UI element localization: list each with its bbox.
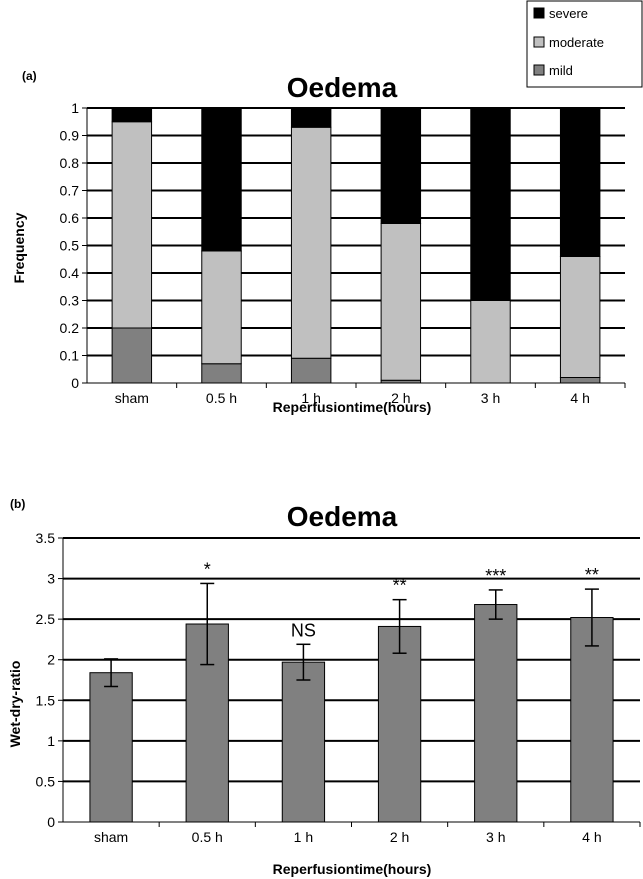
significance-label: ** (585, 565, 599, 585)
bar-severe (380, 107, 422, 224)
panel-a-y-tick-label: 1 (71, 100, 79, 116)
significance-label: ** (393, 576, 407, 596)
panel-b-x-tick-label: sham (94, 829, 128, 845)
panel-a-y-tick-label: 0.1 (60, 348, 80, 364)
panel-b-y-tick-label: 0 (47, 814, 55, 830)
legend-label-mild: mild (549, 63, 573, 78)
legend-label-severe: severe (549, 6, 588, 21)
legend-box (526, 0, 643, 88)
panel-b-y-tick-label: 1 (47, 733, 55, 749)
panel-a-x-tick-label: 3 h (481, 390, 500, 406)
legend-swatch-severe (533, 7, 545, 19)
panel-b-plot-area (63, 538, 640, 822)
panel-b-x-tick-label: 2 h (390, 829, 409, 845)
panel-b-y-tick-label: 3 (47, 571, 55, 587)
bar-severe (470, 107, 511, 301)
panel-a-y-tick-label: 0.8 (60, 155, 80, 171)
panel-a-y-tick-label: 0 (71, 375, 79, 391)
panel-b-label: (b) (10, 497, 25, 511)
panel-a-y-axis-title: Frequency (11, 212, 27, 283)
panel-a-y-tick-label: 0.5 (60, 238, 80, 254)
significance-label: NS (291, 620, 316, 640)
panel-a-x-tick-label: 0.5 h (206, 390, 237, 406)
significance-label: * (204, 559, 211, 579)
bar-severe (111, 107, 153, 123)
bar-value (281, 661, 326, 823)
panel-b-title: Oedema (287, 501, 398, 532)
bar-value (474, 604, 518, 823)
bar-moderate (380, 223, 422, 381)
panel-a-y-tick-label: 0.2 (60, 320, 80, 336)
panel-a-x-tick-label: 1 h (301, 390, 320, 406)
panel-a-y-tick-label: 0.6 (60, 210, 80, 226)
bar-value (377, 625, 422, 823)
panel-a-y-tick-label: 0.3 (60, 293, 80, 309)
legend-swatch-mild (533, 64, 545, 76)
panel-a-x-axis-title: Reperfusiontime(hours) (273, 399, 432, 415)
bar-moderate (111, 121, 153, 329)
panel-b-y-tick-label: 3.5 (36, 530, 56, 546)
panel-a-label: (a) (22, 69, 37, 83)
bar-value (89, 672, 133, 823)
panel-b-x-tick-label: 0.5 h (192, 829, 223, 845)
panel-a-y-tick-label: 0.9 (60, 128, 80, 144)
panel-a-y-tick-label: 0.7 (60, 183, 80, 199)
significance-label: *** (485, 566, 506, 586)
panel-a-title: Oedema (287, 72, 398, 103)
bar-mild (559, 377, 601, 384)
panel-b-y-tick-label: 2.5 (36, 611, 56, 627)
bar-moderate (559, 256, 601, 378)
legend-swatch-moderate (533, 36, 545, 48)
legend-label-moderate: moderate (549, 35, 604, 50)
panel-a-x-tick-label: 4 h (570, 390, 589, 406)
bar-moderate (290, 126, 332, 359)
bar-severe (559, 107, 601, 257)
panel-b-x-tick-label: 4 h (582, 829, 601, 845)
bar-mild (201, 363, 242, 384)
panel-b-y-tick-label: 0.5 (36, 773, 56, 789)
panel-b-y-tick-label: 2 (47, 652, 55, 668)
bar-moderate (201, 250, 242, 365)
panel-b-x-tick-label: 1 h (294, 829, 313, 845)
panel-b-y-tick-label: 1.5 (36, 692, 56, 708)
bar-severe (201, 107, 242, 252)
panel-b-x-tick-label: 3 h (486, 829, 505, 845)
panel-a-x-tick-label: sham (115, 390, 149, 406)
bar-mild (290, 357, 332, 384)
bar-mild (111, 327, 153, 384)
bar-severe (290, 107, 332, 128)
panel-a-legend: severe moderate mild (526, 0, 643, 88)
panel-a-chart: 0 0.1 0.2 0.3 0.4 0.5 0.6 0.7 0.8 0.9 1 sham 0.5 h 1 … (60, 100, 626, 406)
panel-a-y-tick-label: 0.4 (60, 265, 80, 281)
bar-value (570, 617, 614, 823)
panel-a-x-tick-label: 2 h (391, 390, 410, 406)
panel-b-x-axis-title: Reperfusiontime(hours) (273, 861, 432, 877)
bar-moderate (470, 300, 511, 384)
panel-b-y-axis-title: Wet-dry-ratio (7, 661, 23, 748)
